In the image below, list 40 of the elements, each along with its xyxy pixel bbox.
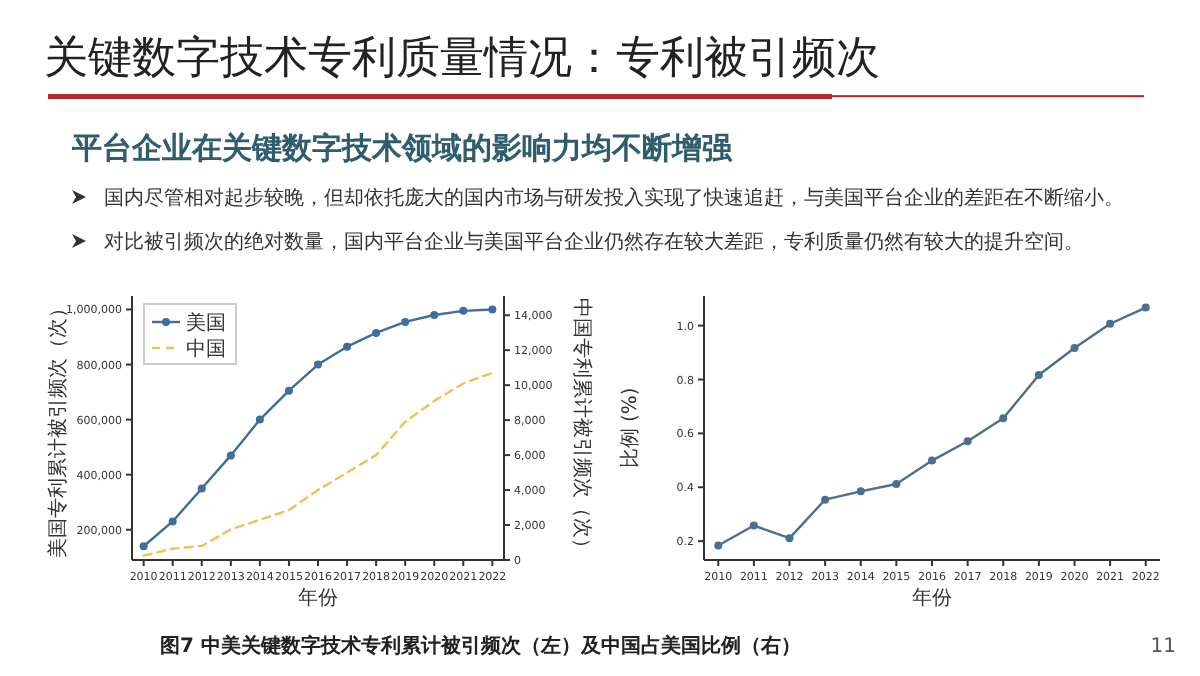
point bbox=[999, 414, 1008, 423]
point bbox=[714, 541, 723, 550]
point bbox=[963, 437, 972, 446]
point bbox=[749, 521, 758, 530]
point bbox=[226, 451, 235, 460]
y-axis-title: 比例 (%) bbox=[618, 387, 642, 469]
chart-subtitle: 平台企业在关键数字技术领域的影响力均不断增强 bbox=[70, 130, 734, 166]
x-axis-title: 年份 bbox=[912, 586, 952, 610]
text: 11 bbox=[1150, 636, 1176, 658]
point bbox=[785, 534, 794, 543]
point bbox=[284, 386, 293, 395]
text: 国内尽管相对起步较晚，但却依托庞大的国内市场与研发投入实现了快速追赶，与美国平台企业的差距在不断缩小。 bbox=[104, 186, 1124, 210]
point bbox=[197, 484, 206, 493]
point bbox=[401, 317, 410, 326]
point bbox=[372, 328, 381, 337]
point bbox=[430, 310, 439, 319]
legend-label: 中国 bbox=[186, 337, 226, 361]
point bbox=[892, 480, 901, 489]
point bbox=[1070, 343, 1079, 352]
point bbox=[821, 495, 830, 504]
x-axis-title: 年份 bbox=[298, 586, 338, 610]
point bbox=[139, 542, 148, 551]
y2-axis-title: 中国专利累计被引频次（次） bbox=[570, 298, 594, 558]
chart-title: 关键数字技术专利质量情况：专利被引频次 bbox=[44, 34, 880, 84]
legend-label: 美国 bbox=[186, 311, 226, 335]
point bbox=[255, 415, 264, 424]
point bbox=[168, 517, 177, 526]
point bbox=[488, 305, 497, 314]
point bbox=[314, 360, 322, 369]
point bbox=[1034, 370, 1043, 379]
point bbox=[928, 456, 936, 465]
line-series bbox=[142, 371, 494, 557]
caption: 图7 中美关键数字技术专利累计被引频次（左）及中国占美国比例（右） bbox=[160, 634, 801, 658]
point bbox=[459, 306, 468, 315]
point bbox=[1141, 303, 1150, 312]
point bbox=[343, 342, 352, 351]
y-axis-title: 美国专利累计被引频次（次） bbox=[46, 298, 70, 558]
text: 对比被引频次的绝对数量，国内平台企业与美国平台企业仍然存在较大差距，专利质量仍然有较大的提升空间。 bbox=[104, 230, 1084, 254]
point bbox=[856, 487, 865, 496]
point bbox=[1106, 319, 1115, 328]
